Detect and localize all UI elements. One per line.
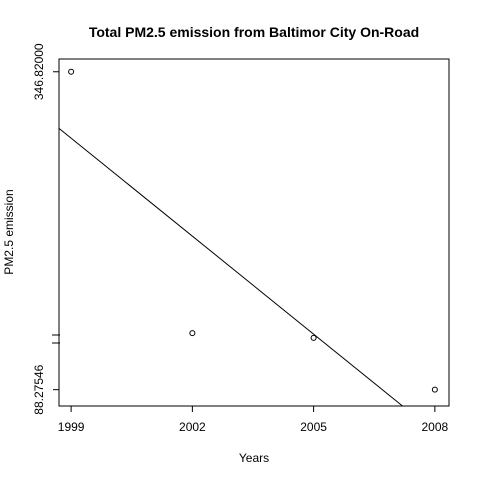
x-tick-label: 2005 xyxy=(300,420,327,434)
x-tick-label: 1999 xyxy=(58,420,85,434)
data-point xyxy=(431,386,438,393)
plot-area-frame xyxy=(58,58,450,407)
x-axis: 1999 2002 2005 2008 xyxy=(58,406,449,434)
data-point xyxy=(189,330,196,337)
y-axis-label: PM2.5 emission xyxy=(2,189,16,274)
data-points xyxy=(68,68,438,393)
x-tick-label: 2002 xyxy=(179,420,206,434)
y-tick-label: 346.82000 xyxy=(32,43,46,100)
y-axis: 88.27546 346.82000 xyxy=(32,43,60,415)
trend-line xyxy=(58,127,403,407)
y-tick-label: 88.27546 xyxy=(32,364,46,414)
x-axis-label: Years xyxy=(239,451,269,465)
data-point xyxy=(68,68,75,75)
x-tick-label: 2008 xyxy=(422,420,449,434)
chart-title: Total PM2.5 emission from Baltimor City … xyxy=(89,24,419,40)
data-point xyxy=(310,334,317,341)
